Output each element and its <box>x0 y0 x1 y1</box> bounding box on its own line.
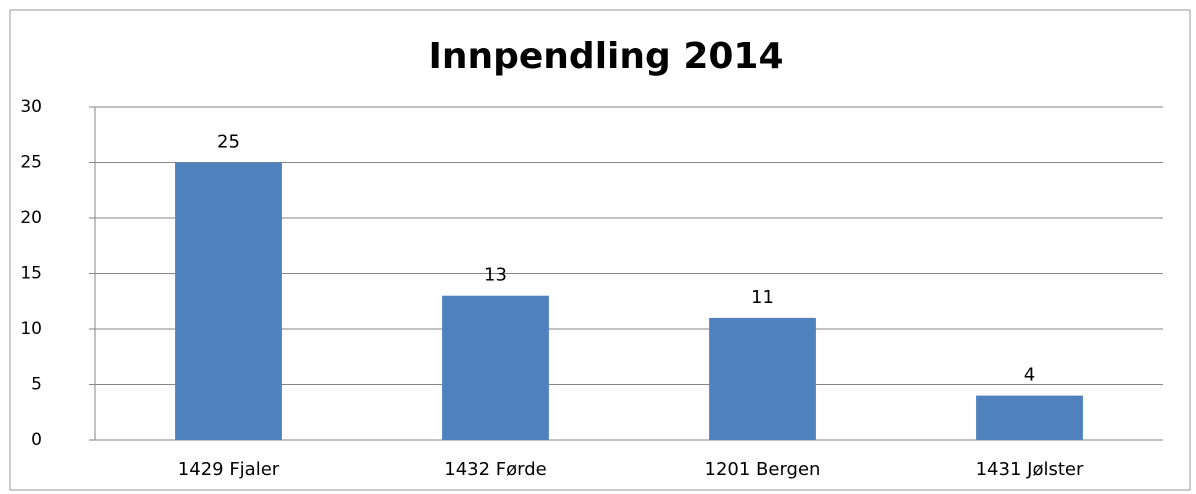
x-tick-label: 1201 Bergen <box>705 459 821 480</box>
value-label: 13 <box>484 265 507 286</box>
y-tick-label: 5 <box>31 375 42 395</box>
y-tick-label: 15 <box>20 264 42 284</box>
y-tick-label: 0 <box>31 430 42 450</box>
y-tick-label: 30 <box>20 97 42 117</box>
bar <box>709 317 816 440</box>
x-tick-label: 1429 Fjaler <box>178 459 280 480</box>
y-tick-label: 20 <box>20 208 42 228</box>
x-tick-label: 1431 Jølster <box>976 459 1084 480</box>
y-tick-label: 10 <box>20 319 42 339</box>
bar <box>442 295 549 440</box>
value-label: 4 <box>1024 365 1035 386</box>
bar <box>175 162 282 440</box>
value-label: 25 <box>217 132 240 153</box>
y-tick-label: 25 <box>20 153 42 173</box>
value-label: 11 <box>751 287 774 308</box>
bar <box>976 395 1083 440</box>
x-tick-label: 1432 Førde <box>444 459 546 480</box>
chart-title: Innpendling 2014 <box>428 36 783 77</box>
